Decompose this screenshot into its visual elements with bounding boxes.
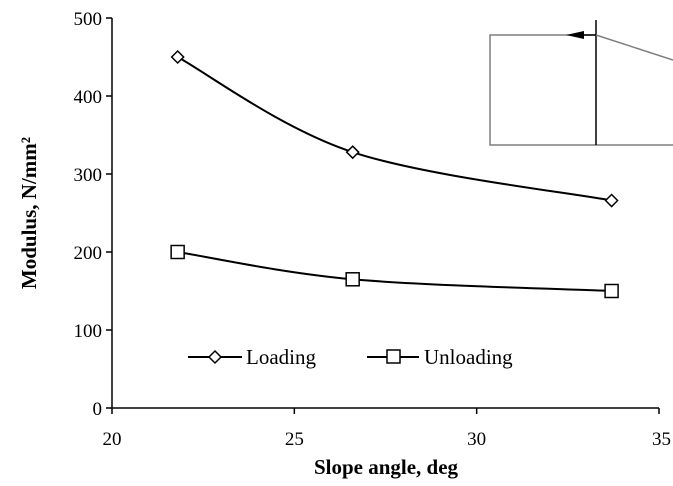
y-tick-label: 100 [74, 321, 103, 342]
data-point-loading [604, 193, 619, 208]
y-tick-label: 300 [74, 165, 103, 186]
series-line-loading [177, 56, 612, 202]
data-point-unloading [170, 244, 185, 260]
x-tick-label: 20 [103, 429, 122, 450]
data-point-loading [345, 145, 360, 160]
data-point-unloading [604, 283, 619, 299]
x-tick-label: 35 [652, 429, 671, 450]
y-tick-label: 200 [74, 243, 103, 264]
legend-loading-marker [207, 349, 223, 365]
inset-box [489, 34, 673, 146]
legend-loading-label: Loading [246, 345, 316, 369]
x-axis-title: Slope angle, deg [314, 455, 459, 479]
y-tick-label: 400 [74, 87, 103, 108]
data-point-unloading [345, 272, 360, 287]
y-axis-title: Modulus, N/mm² [17, 137, 41, 289]
x-tick-label: 30 [467, 429, 486, 450]
inset-schematic [489, 20, 673, 146]
y-tick-label: 0 [93, 399, 103, 420]
legend: Loading Unloading [188, 345, 513, 369]
series-line-unloading [177, 251, 612, 292]
inset-arrow-icon [566, 31, 584, 39]
y-tick-label: 500 [74, 9, 103, 30]
data-point-loading [170, 49, 185, 65]
x-tick-label: 25 [285, 429, 304, 450]
legend-unloading-marker [386, 349, 401, 364]
legend-unloading-label: Unloading [424, 345, 513, 369]
inset-slope-line [595, 34, 673, 61]
